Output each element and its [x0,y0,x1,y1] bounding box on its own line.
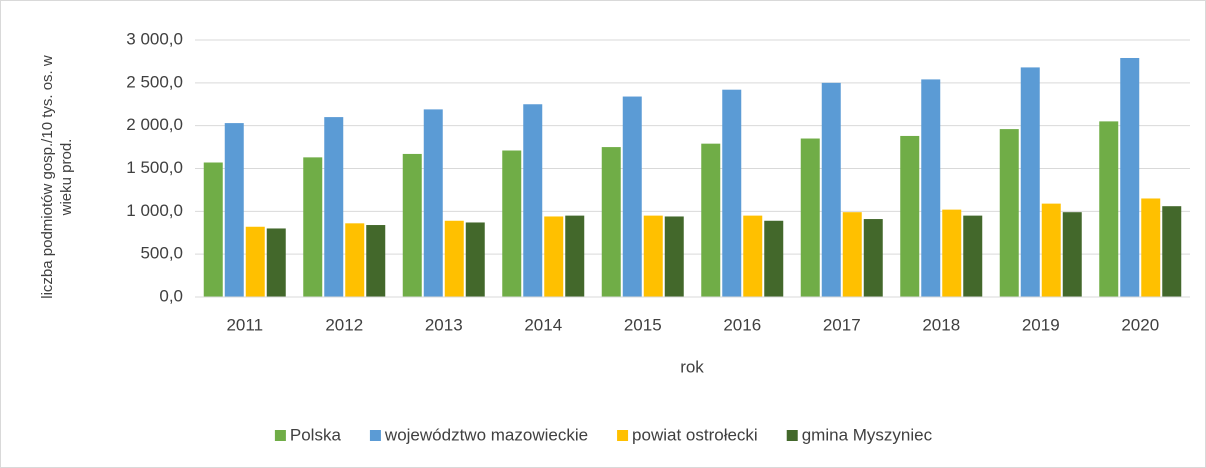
bar [722,89,742,297]
bar [565,215,585,297]
y-axis-title: liczba podmiotów gosp./10 tys. os. w wie… [39,55,75,299]
legend-label: Polska [290,425,342,444]
bar [764,220,784,297]
x-tick-label: 2018 [922,315,960,334]
bar [1020,67,1040,297]
legend-label: gmina Myszyniec [802,425,933,444]
bar [245,226,265,297]
bar [999,129,1019,297]
bar [1062,212,1082,297]
legend-swatch [617,430,629,441]
bar [842,212,862,297]
y-axis-title-box: liczba podmiotów gosp./10 tys. os. w wie… [39,55,75,299]
bar [921,79,941,297]
bar [963,215,983,297]
x-tick-label: 2015 [624,315,662,334]
bar [622,96,642,297]
x-tick-label: 2019 [1022,315,1060,334]
bar [203,162,223,297]
bar [366,225,386,297]
bar [523,104,543,297]
bar [324,117,344,297]
bar [303,157,323,297]
bar [1041,203,1061,297]
y-tick-label: 2 500,0 [126,72,183,91]
legend-swatch [786,430,798,441]
bar [345,223,365,297]
bar [601,147,621,297]
bar [942,209,962,297]
y-tick-label: 500,0 [140,244,183,263]
x-tick-label: 2017 [823,315,861,334]
legend-swatch [369,430,381,441]
bar [800,138,820,297]
bar [900,135,920,297]
x-tick-label: 2013 [425,315,463,334]
legend-label: powiat ostrołecki [632,425,758,444]
bar [266,228,286,297]
bar [544,216,564,297]
bar [444,220,464,297]
bar [701,143,721,297]
bar [1162,206,1182,297]
legend-label: województwo mazowieckie [384,425,588,444]
bar [423,109,443,297]
bar [402,153,422,297]
y-tick-label: 2 000,0 [126,115,183,134]
bar [502,150,522,297]
bar [465,222,485,297]
bar [224,123,244,297]
bar [664,216,684,297]
legend-swatch [274,430,286,441]
bar [743,215,763,297]
bar [1141,198,1161,297]
bar [1099,121,1119,297]
bar [821,82,841,297]
x-tick-label: 2012 [325,315,363,334]
bar [643,215,663,297]
x-tick-label: 2016 [723,315,761,334]
bar [863,219,883,297]
x-tick-label: 2011 [226,315,263,334]
y-tick-label: 3 000,0 [126,29,183,48]
y-tick-label: 1 000,0 [126,201,183,220]
x-tick-label: 2020 [1121,315,1159,334]
x-tick-label: 2014 [524,315,562,334]
y-tick-label: 1 500,0 [126,158,183,177]
x-axis-title: rok [680,357,704,376]
bar [1120,57,1140,297]
y-tick-label: 0,0 [159,286,183,305]
